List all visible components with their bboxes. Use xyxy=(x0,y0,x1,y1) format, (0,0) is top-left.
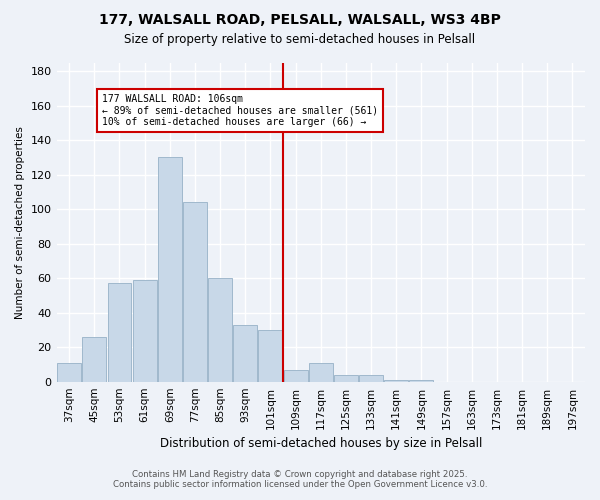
Bar xyxy=(284,370,308,382)
Bar xyxy=(107,284,131,382)
Bar xyxy=(133,280,157,382)
Bar xyxy=(409,380,433,382)
Text: Size of property relative to semi-detached houses in Pelsall: Size of property relative to semi-detach… xyxy=(124,32,476,46)
Bar xyxy=(208,278,232,382)
Bar xyxy=(82,337,106,382)
Bar xyxy=(183,202,207,382)
Y-axis label: Number of semi-detached properties: Number of semi-detached properties xyxy=(15,126,25,318)
X-axis label: Distribution of semi-detached houses by size in Pelsall: Distribution of semi-detached houses by … xyxy=(160,437,482,450)
Text: 177 WALSALL ROAD: 106sqm
← 89% of semi-detached houses are smaller (561)
10% of : 177 WALSALL ROAD: 106sqm ← 89% of semi-d… xyxy=(102,94,378,127)
Text: Contains HM Land Registry data © Crown copyright and database right 2025.
Contai: Contains HM Land Registry data © Crown c… xyxy=(113,470,487,489)
Bar xyxy=(334,375,358,382)
Bar xyxy=(158,158,182,382)
Bar xyxy=(359,375,383,382)
Bar xyxy=(385,380,408,382)
Bar xyxy=(309,362,333,382)
Bar xyxy=(259,330,283,382)
Bar xyxy=(57,362,81,382)
Text: 177, WALSALL ROAD, PELSALL, WALSALL, WS3 4BP: 177, WALSALL ROAD, PELSALL, WALSALL, WS3… xyxy=(99,12,501,26)
Bar xyxy=(233,324,257,382)
